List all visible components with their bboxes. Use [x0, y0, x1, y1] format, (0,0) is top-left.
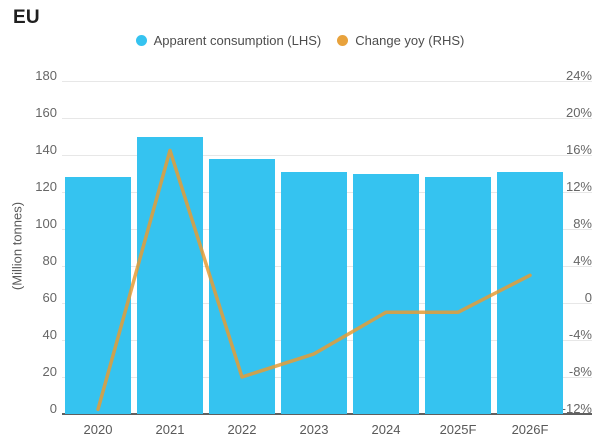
right-axis-tick: 16% [565, 142, 592, 157]
left-axis-tick: 60 [42, 290, 57, 305]
left-axis-tick: 20 [42, 364, 57, 379]
legend-label: Apparent consumption (LHS) [153, 33, 322, 48]
bar-2020[interactable] [65, 177, 131, 414]
x-axis-label-2023: 2023 [299, 422, 329, 437]
left-axis-tick: 0 [49, 401, 57, 416]
bar-2026F[interactable] [497, 171, 563, 414]
right-axis-tick: 0 [584, 290, 592, 305]
x-axis-label-2020: 2020 [83, 422, 113, 437]
right-axis-tick: 8% [573, 216, 592, 231]
right-axis-tick: -12% [561, 401, 592, 416]
left-axis-tick: 40 [42, 327, 57, 342]
gridline [62, 81, 592, 82]
right-axis-tick: -4% [568, 327, 592, 342]
legend-item-apparent-consumption[interactable]: Apparent consumption (LHS) [135, 33, 322, 48]
x-axis-label-2026F: 2026F [511, 422, 549, 437]
x-axis-label-2021: 2021 [155, 422, 185, 437]
x-axis-label-2025F: 2025F [439, 422, 477, 437]
bar-2024[interactable] [353, 173, 419, 414]
bar-2022[interactable] [209, 158, 275, 414]
page-title: EU [13, 7, 40, 28]
bar-2023[interactable] [281, 171, 347, 414]
left-axis-tick: 180 [35, 68, 57, 83]
left-axis-tick: 100 [35, 216, 57, 231]
right-axis-tick: 20% [565, 105, 592, 120]
left-axis-tick: 160 [35, 105, 57, 120]
legend-marker-icon [135, 35, 147, 46]
x-axis-line [62, 413, 592, 415]
right-axis-tick: 4% [573, 253, 592, 268]
left-axis-tick: 140 [35, 142, 57, 157]
x-axis-label-2024: 2024 [371, 422, 401, 437]
legend-item-change-yoy[interactable]: Change yoy (RHS) [337, 33, 464, 48]
left-axis-title: (Million tonnes) [9, 201, 25, 291]
right-axis-tick: -8% [568, 364, 592, 379]
bar-2025F[interactable] [425, 177, 491, 414]
right-axis-tick: 12% [565, 179, 592, 194]
legend: Apparent consumption (LHS) Change yoy (RH… [0, 33, 600, 48]
gridline [62, 118, 592, 119]
left-axis-tick: 80 [42, 253, 57, 268]
left-axis-tick: 120 [35, 179, 57, 194]
legend-marker-icon [337, 35, 349, 46]
bar-2021[interactable] [137, 136, 203, 414]
right-axis-tick: 24% [565, 68, 592, 83]
x-axis-label-2022: 2022 [227, 422, 257, 437]
legend-label: Change yoy (RHS) [355, 33, 465, 48]
